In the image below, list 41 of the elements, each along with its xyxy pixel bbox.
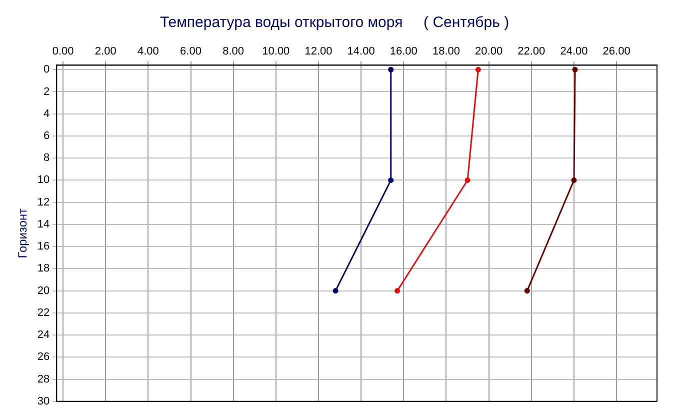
y-tick-label: 24 [37,329,50,342]
point [464,177,470,183]
x-tick-label: 4.00 [137,46,159,58]
x-tick-label: 12.00 [304,46,332,58]
point [571,177,577,183]
x-tick-label: 20.00 [475,46,503,58]
y-tick-label: 26 [37,351,50,364]
x-tick-label: 22.00 [518,46,546,58]
y-tick-label: 10 [37,174,50,186]
point [475,66,481,72]
x-tick-label: 26.00 [602,46,630,58]
x-tick-label: 6.00 [180,46,202,58]
y-tick-label: 12 [37,196,50,208]
y-tick-label: 16 [37,240,50,253]
point [388,66,394,72]
x-tick-label: 24.00 [560,46,588,58]
y-tick-label: 4 [44,108,50,120]
point [524,288,530,294]
y-tick-label: 8 [44,152,50,164]
y-tick-label: 28 [37,373,50,386]
y-tick-label: 14 [37,218,50,230]
x-tick-label: 8.00 [222,46,244,58]
y-tick-label: 6 [44,130,50,142]
y-tick-label: 20 [37,284,50,297]
y-tick-label: 18 [37,262,50,275]
point [394,288,400,294]
chart-title: Температура воды открытого моря ( Сентябрь ) [160,14,510,32]
y-tick-label: 30 [37,395,50,408]
y-tick-label: 0 [44,64,50,76]
y-tick-label: 2 [44,86,50,98]
x-tick-label: 16.00 [390,46,418,58]
x-tick-label: 14.00 [347,46,375,58]
point [388,177,394,183]
y-tick-label: 22 [37,306,50,319]
x-tick-label: 0.00 [52,46,74,58]
x-tick-label: 2.00 [94,46,116,58]
y-axis-title: Горизонт [16,208,30,258]
x-tick-label: 18.00 [432,46,460,58]
point [332,288,338,294]
x-tick-label: 10.00 [262,46,290,58]
point [572,66,578,72]
